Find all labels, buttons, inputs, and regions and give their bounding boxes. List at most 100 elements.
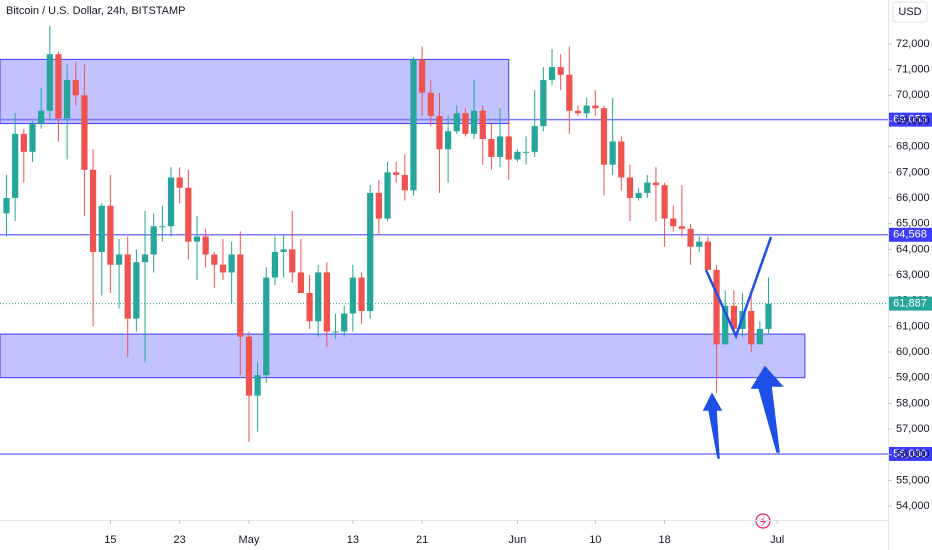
level-label: 56,030 — [893, 448, 927, 460]
candle-body — [756, 328, 763, 345]
candle-body — [202, 236, 209, 255]
y-tick-label: 70,000 — [896, 89, 930, 101]
y-tick-label: 60,000 — [896, 346, 930, 358]
y-tick-label: 63,000 — [896, 269, 930, 281]
level-tag — [889, 227, 932, 242]
candle-body — [687, 228, 694, 247]
candle-body — [38, 110, 45, 124]
candle-body — [315, 272, 322, 322]
candle-body — [514, 151, 521, 160]
x-tick-label: 23 — [174, 534, 186, 546]
candle-body — [159, 226, 166, 228]
candle-body — [635, 192, 642, 199]
x-tick-label: 18 — [658, 534, 670, 546]
candle-body — [72, 79, 79, 96]
candle-body — [245, 336, 253, 396]
y-tick-label: 61,000 — [896, 320, 930, 332]
candle-body — [540, 79, 547, 127]
level-label: 69,053 — [893, 114, 927, 126]
candle-body — [531, 126, 538, 152]
candle-body — [401, 174, 408, 191]
candle-body — [618, 141, 625, 178]
drawings — [702, 236, 784, 529]
y-tick-label: 69,000 — [896, 115, 930, 127]
last-price-label: 61,887 — [893, 298, 927, 310]
candle-body — [219, 264, 227, 273]
candle-body — [81, 95, 88, 170]
candle-body — [713, 269, 720, 345]
candle-body — [89, 169, 97, 252]
y-tick-label: 66,000 — [896, 192, 930, 204]
candle-body — [644, 182, 651, 193]
candle-body — [29, 123, 36, 152]
candle-body — [280, 249, 287, 252]
x-tick-label: 21 — [416, 534, 428, 546]
candle-body — [176, 177, 183, 188]
candle-body — [566, 74, 573, 111]
candle-body — [115, 254, 123, 265]
candle-body — [696, 241, 703, 247]
currency-button[interactable] — [892, 1, 928, 23]
level-tag — [889, 446, 932, 461]
candle-body — [98, 205, 105, 252]
y-tick-label: 55,000 — [896, 474, 930, 486]
zone — [0, 333, 806, 379]
x-tick-label: 13 — [347, 534, 359, 546]
candle-body — [444, 131, 452, 150]
candle-body — [341, 313, 348, 332]
y-tick-label: 56,000 — [896, 449, 930, 461]
last-price-tag — [889, 296, 932, 311]
candle-body — [419, 59, 426, 93]
candle-body — [470, 110, 478, 134]
candle-body — [332, 331, 339, 333]
x-tick-label: 15 — [104, 534, 116, 546]
candle-body — [384, 172, 391, 219]
currency-label: USD — [898, 6, 921, 18]
candle-body — [228, 254, 235, 273]
candle-body — [678, 226, 686, 229]
candle-body — [55, 54, 62, 119]
y-tick-label: 59,000 — [896, 372, 930, 384]
candle-body — [670, 218, 677, 227]
candle-body — [748, 310, 755, 345]
candle-body — [652, 182, 660, 186]
candle-body — [20, 133, 27, 152]
level-tag — [889, 112, 932, 127]
y-tick-label: 67,000 — [896, 166, 930, 178]
candle-body — [522, 151, 530, 153]
trend-line — [704, 236, 773, 340]
candle-body — [12, 133, 19, 199]
candle-body — [141, 254, 149, 263]
candle-body — [661, 185, 668, 219]
level-label: 64,568 — [893, 229, 927, 241]
candle-body — [367, 192, 374, 311]
candle-body — [600, 108, 608, 165]
x-tick-label: 10 — [589, 534, 601, 546]
candle-body — [375, 192, 382, 219]
candle-body — [722, 305, 729, 345]
event-icon-bolt — [760, 516, 767, 527]
candle-body — [254, 375, 261, 396]
candle-body — [185, 187, 192, 242]
candle-body — [289, 249, 296, 273]
chart-title: Bitcoin / U.S. Dollar, 24h, BITSTAMP — [6, 5, 186, 17]
candle-body — [574, 110, 582, 114]
candle-body — [730, 305, 737, 329]
candle-body — [124, 254, 131, 319]
y-tick-label: 68,000 — [896, 141, 930, 153]
candle-body — [462, 113, 469, 134]
candle-body — [427, 92, 434, 116]
candle-body — [488, 138, 495, 157]
x-tick-label: Jun — [509, 534, 527, 546]
candle-body — [704, 241, 712, 270]
candle-body — [410, 59, 417, 191]
candle-body — [150, 226, 157, 255]
candle-body — [393, 172, 400, 175]
candle-body — [609, 141, 616, 165]
candle-body — [193, 236, 201, 242]
candle-body — [107, 205, 114, 265]
x-tick-label: May — [239, 534, 260, 546]
candle-body — [765, 303, 772, 329]
y-tick-label: 64,000 — [896, 243, 930, 255]
